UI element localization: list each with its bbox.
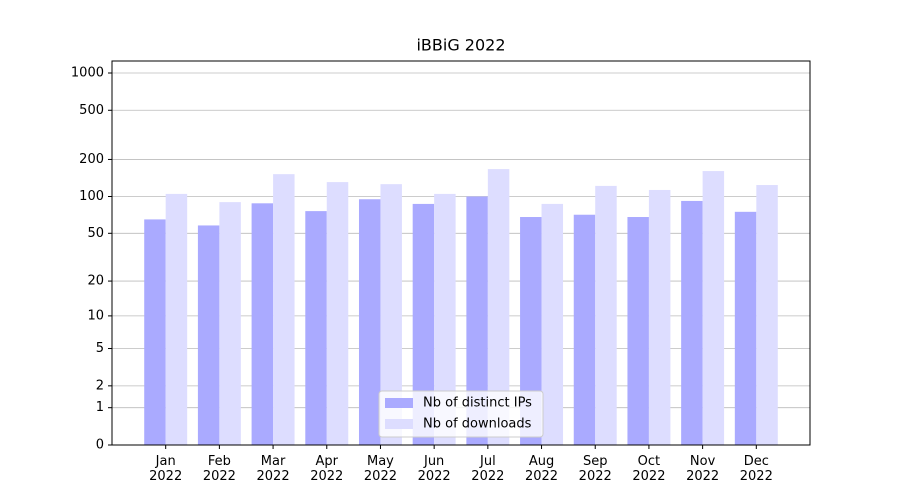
plot-frame — [111, 60, 811, 446]
y-tick-label: 2 — [96, 378, 104, 393]
y-tick-label: 1 — [96, 400, 104, 415]
bar — [520, 217, 542, 445]
x-tick-label: May 2022 — [363, 454, 397, 484]
bar — [219, 202, 241, 445]
bar — [412, 203, 435, 445]
legend-swatch — [385, 419, 413, 429]
x-tick-label: Feb 2022 — [202, 454, 236, 484]
x-tick-label: Dec 2022 — [739, 454, 773, 484]
y-tick-label: 20 — [87, 274, 104, 289]
bar — [326, 182, 349, 445]
bar — [648, 189, 671, 445]
bar — [702, 171, 725, 446]
y-tick-label: 5 — [96, 341, 104, 356]
y-tick-label: 100 — [79, 189, 104, 204]
bar — [380, 184, 402, 445]
bar — [756, 185, 778, 445]
y-tick-label: 500 — [79, 103, 104, 118]
y-tick-label: 50 — [87, 226, 104, 241]
bar — [144, 219, 166, 445]
y-tick-label: 1000 — [71, 66, 104, 81]
bar — [595, 185, 617, 445]
x-tick-label: Jun 2022 — [417, 454, 451, 484]
x-tick-label: Jan 2022 — [149, 454, 183, 484]
x-tick-label: Jul 2022 — [471, 454, 505, 484]
bar — [627, 217, 649, 445]
bar — [305, 211, 327, 445]
x-tick-label: Nov 2022 — [686, 454, 720, 484]
bar — [165, 193, 188, 445]
y-tick-label: 200 — [79, 152, 104, 167]
x-tick-label: Sep 2022 — [578, 454, 612, 484]
legend: Nb of distinct IPs Nb of downloads — [378, 390, 544, 438]
chart-title: iBBiG 2022 — [416, 36, 505, 55]
x-tick-label: Mar 2022 — [256, 454, 290, 484]
y-tick-label: 10 — [87, 308, 104, 323]
bar — [358, 199, 381, 445]
bar — [573, 214, 596, 445]
bar — [541, 203, 564, 445]
legend-label: Nb of distinct IPs — [423, 396, 532, 411]
legend-box — [378, 390, 544, 438]
x-tick-label: Apr 2022 — [310, 454, 344, 484]
bar — [681, 200, 703, 445]
bar — [734, 211, 757, 445]
legend-swatch — [385, 398, 413, 408]
y-tick-label: 0 — [96, 438, 104, 453]
legend-label: Nb of downloads — [423, 417, 532, 432]
bar — [434, 193, 456, 445]
bar — [251, 203, 274, 445]
bar — [466, 196, 488, 445]
x-tick-label: Aug 2022 — [524, 454, 559, 484]
x-tick-label: Oct 2022 — [632, 454, 666, 484]
bar — [273, 174, 295, 446]
bar — [197, 225, 220, 445]
bar — [487, 169, 510, 446]
